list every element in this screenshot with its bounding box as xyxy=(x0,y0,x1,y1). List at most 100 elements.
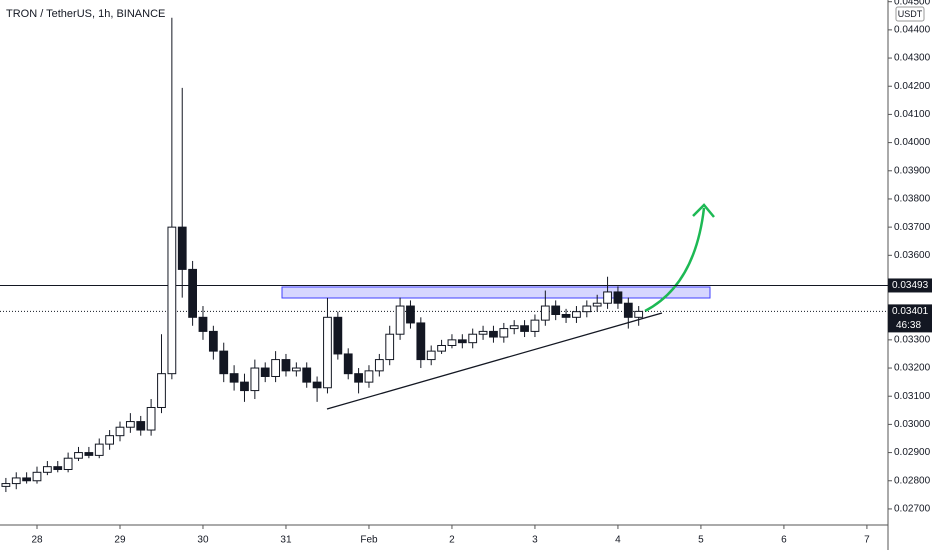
last-price-box xyxy=(888,304,932,333)
x-tick-label: 28 xyxy=(31,535,43,546)
last-price-label: 0.03401 xyxy=(892,306,929,317)
candle-body xyxy=(447,339,457,346)
y-tick-label: 0.03000 xyxy=(894,419,931,430)
x-tick-label: 7 xyxy=(864,535,870,546)
candle-body xyxy=(219,350,229,375)
y-tick-label: 0.04500 xyxy=(894,0,931,7)
candle-body xyxy=(426,350,436,361)
candle-body xyxy=(105,435,115,445)
candle-body xyxy=(489,330,498,338)
y-tick-label: 0.03800 xyxy=(894,194,931,205)
candle-body xyxy=(520,325,529,332)
candle-body xyxy=(136,421,146,431)
candle-body xyxy=(623,302,633,318)
candle-body xyxy=(312,381,322,389)
candle-body xyxy=(582,305,592,313)
y-tick-label: 0.03300 xyxy=(894,334,931,345)
candle-body xyxy=(374,359,384,372)
candle-body xyxy=(281,359,291,372)
candle-body xyxy=(22,477,32,482)
y-tick-label: 0.04100 xyxy=(894,109,931,120)
candle-body xyxy=(188,268,197,318)
candle-body xyxy=(250,367,260,392)
y-tick-label: 0.03700 xyxy=(894,222,931,233)
candle-body xyxy=(271,359,280,377)
candle-body xyxy=(240,381,249,392)
level-label: 0.03493 xyxy=(892,280,929,291)
trend-line xyxy=(326,312,663,410)
candle-body xyxy=(74,452,83,459)
y-tick-label: 0.02900 xyxy=(894,447,931,458)
y-tick-label: 0.03600 xyxy=(894,250,931,261)
candle-body xyxy=(198,316,208,332)
y-tick-label: 0.03100 xyxy=(894,391,931,402)
candle-body xyxy=(395,305,405,335)
candle-body xyxy=(499,328,509,338)
candle-body xyxy=(291,367,301,372)
candle-body xyxy=(208,330,218,352)
candle-body xyxy=(32,471,42,482)
candle-body xyxy=(592,302,602,307)
candle-body xyxy=(125,421,135,428)
x-tick-label: 31 xyxy=(280,535,292,546)
candle-body xyxy=(11,477,21,485)
x-tick-label: 30 xyxy=(197,535,209,546)
candle-body xyxy=(84,452,94,456)
candle-body xyxy=(509,325,519,330)
candle-body xyxy=(437,344,446,352)
y-tick-label: 0.03200 xyxy=(894,363,931,374)
candle-body xyxy=(457,339,467,344)
candle-body xyxy=(1,483,11,487)
x-tick-label: 29 xyxy=(114,535,126,546)
currency: USDT xyxy=(898,9,923,19)
candle-body xyxy=(354,373,363,383)
y-tick-label: 0.04300 xyxy=(894,53,931,64)
x-tick-label: 4 xyxy=(615,535,621,546)
candle-body xyxy=(302,367,312,383)
candle-body xyxy=(323,316,332,389)
countdown: 46:38 xyxy=(896,320,921,331)
x-tick-label: 2 xyxy=(449,535,455,546)
y-tick-label: 0.04200 xyxy=(894,81,931,92)
candle-body xyxy=(333,316,343,355)
candle-body xyxy=(540,305,550,321)
x-tick-label: 5 xyxy=(698,535,704,546)
candle-body xyxy=(343,353,353,375)
x-tick-label: 6 xyxy=(781,535,787,546)
x-tick-label: 3 xyxy=(532,535,538,546)
currency-box xyxy=(895,6,925,22)
y-tick-label: 0.02800 xyxy=(894,475,931,486)
candle-body xyxy=(603,291,612,304)
candle-body xyxy=(167,226,177,375)
candle-body xyxy=(613,291,623,304)
candle-body xyxy=(53,466,63,470)
candle-body xyxy=(572,311,581,318)
candle-body xyxy=(177,226,187,270)
candle-body xyxy=(94,443,104,456)
y-tick-label: 0.03900 xyxy=(894,165,931,176)
x-tick-label: Feb xyxy=(360,535,378,546)
candle-body xyxy=(416,322,426,361)
y-tick-label: 0.04400 xyxy=(894,25,931,36)
resistance-zone xyxy=(281,286,711,299)
candle-body xyxy=(364,370,374,383)
y-tick-label: 0.02700 xyxy=(894,504,931,515)
candle-body xyxy=(229,373,239,383)
candle-body xyxy=(260,367,270,377)
candle-body xyxy=(63,457,73,470)
candle-body xyxy=(146,406,156,431)
arrow-curve xyxy=(644,207,706,313)
candle-body xyxy=(42,466,52,473)
candle-body xyxy=(468,333,478,344)
candle-body xyxy=(406,305,415,324)
y-tick-label: 0.04000 xyxy=(894,137,931,148)
chart-title: TRON / TetherUS, 1h, BINANCE xyxy=(6,8,165,20)
candle-body xyxy=(385,333,395,361)
candle-body xyxy=(551,305,561,315)
arrow-head xyxy=(692,203,715,218)
level-label-box xyxy=(888,278,932,293)
candle-body xyxy=(561,313,571,318)
candle-body xyxy=(634,310,644,318)
